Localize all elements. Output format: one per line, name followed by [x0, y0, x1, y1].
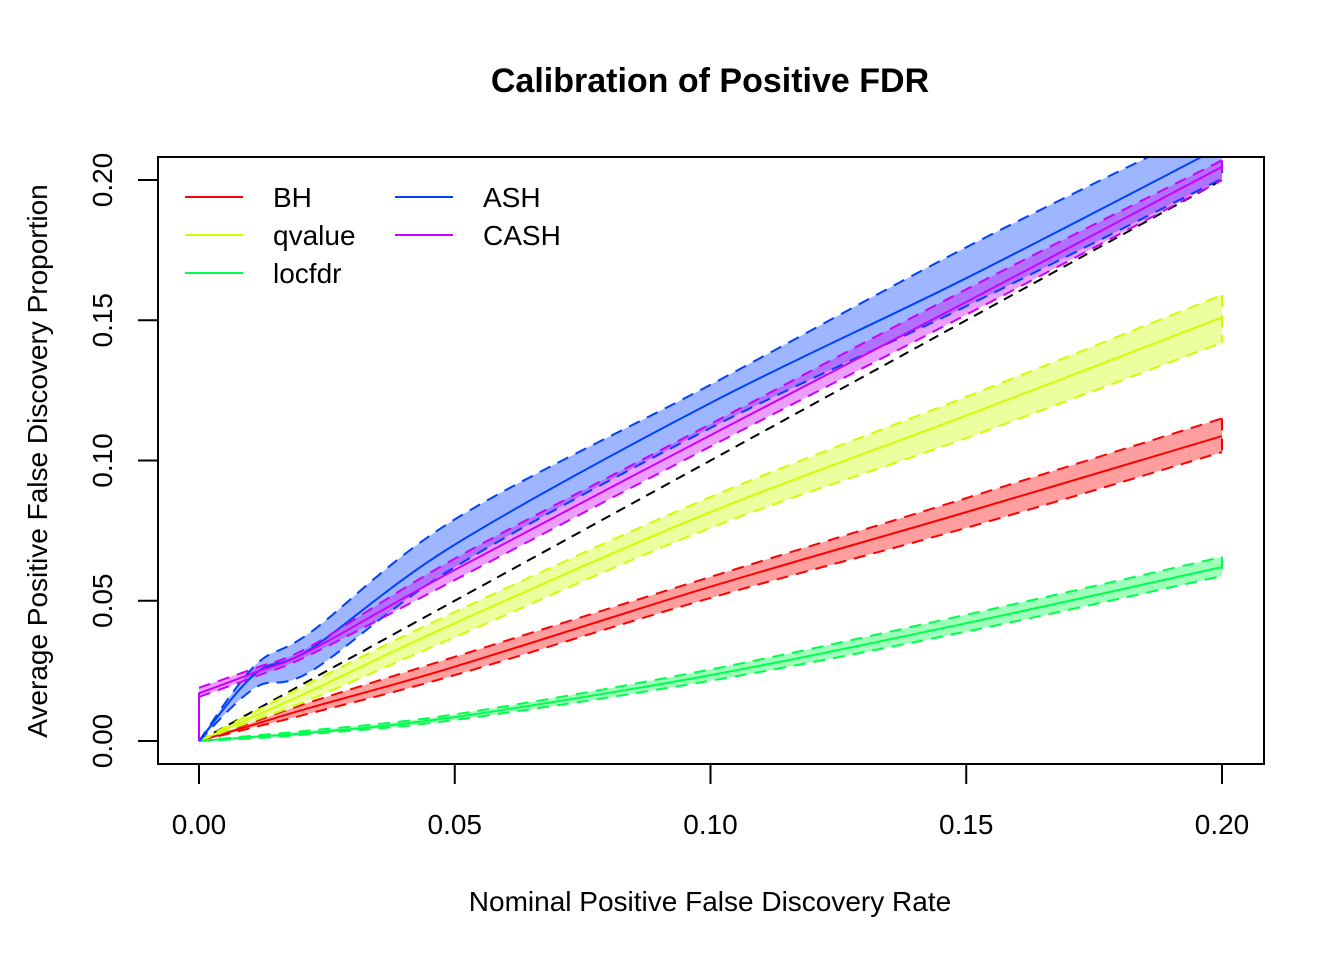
legend-label: ASH [483, 182, 541, 213]
x-tick-label: 0.00 [172, 809, 227, 840]
line-cash [198, 165, 1223, 741]
upper-bound-locfdr [198, 556, 1223, 742]
x-tick-label: 0.05 [428, 809, 483, 840]
legend-item-locfdr: locfdr [185, 258, 341, 289]
x-axis: 0.00 0.05 0.10 0.15 0.20 [172, 763, 1250, 840]
upper-bound-cash [198, 159, 1223, 689]
y-axis-label: Average Positive False Discovery Proport… [22, 184, 53, 738]
legend-label: locfdr [273, 258, 341, 289]
reference-line-y-equals-x [198, 179, 1223, 742]
legend-label: CASH [483, 220, 561, 251]
upper-bound-bh [198, 417, 1223, 742]
line-ash [198, 157, 1204, 742]
x-tick-label: 0.20 [1195, 809, 1250, 840]
legend-label: BH [273, 182, 312, 213]
lower-bound-ash [198, 177, 1223, 742]
confidence-bands [199, 157, 1222, 741]
line-locfdr [198, 566, 1223, 742]
y-tick-label: 0.20 [87, 153, 118, 208]
line-bh [198, 435, 1223, 742]
legend: BH qvalue locfdr ASH CASH [185, 182, 561, 289]
series-lines [198, 157, 1223, 742]
x-tick-label: 0.15 [939, 809, 994, 840]
lower-bound-locfdr [198, 575, 1223, 742]
y-tick-label: 0.15 [87, 293, 118, 348]
legend-item-bh: BH [185, 182, 312, 213]
reference-line-group [198, 179, 1223, 742]
y-tick-label: 0.05 [87, 574, 118, 629]
y-tick-label: 0.10 [87, 433, 118, 488]
lower-bound-qvalue [198, 341, 1223, 742]
chart-title: Calibration of Positive FDR [491, 62, 929, 100]
legend-item-qvalue: qvalue [185, 220, 356, 251]
lower-bound-cash [198, 179, 1223, 698]
legend-item-cash: CASH [395, 220, 561, 251]
y-tick-label: 0.00 [87, 714, 118, 769]
x-tick-label: 0.10 [683, 809, 738, 840]
band-qvalue [199, 295, 1222, 741]
line-qvalue [198, 316, 1223, 742]
legend-label: qvalue [273, 220, 356, 251]
x-axis-label: Nominal Positive False Discovery Rate [469, 886, 951, 917]
upper-bound-ash [198, 157, 1151, 742]
upper-bound-qvalue [198, 294, 1223, 742]
lower-bound-bh [198, 451, 1223, 742]
legend-item-ash: ASH [395, 182, 541, 213]
y-axis: 0.00 0.05 0.10 0.15 0.20 [87, 153, 159, 769]
